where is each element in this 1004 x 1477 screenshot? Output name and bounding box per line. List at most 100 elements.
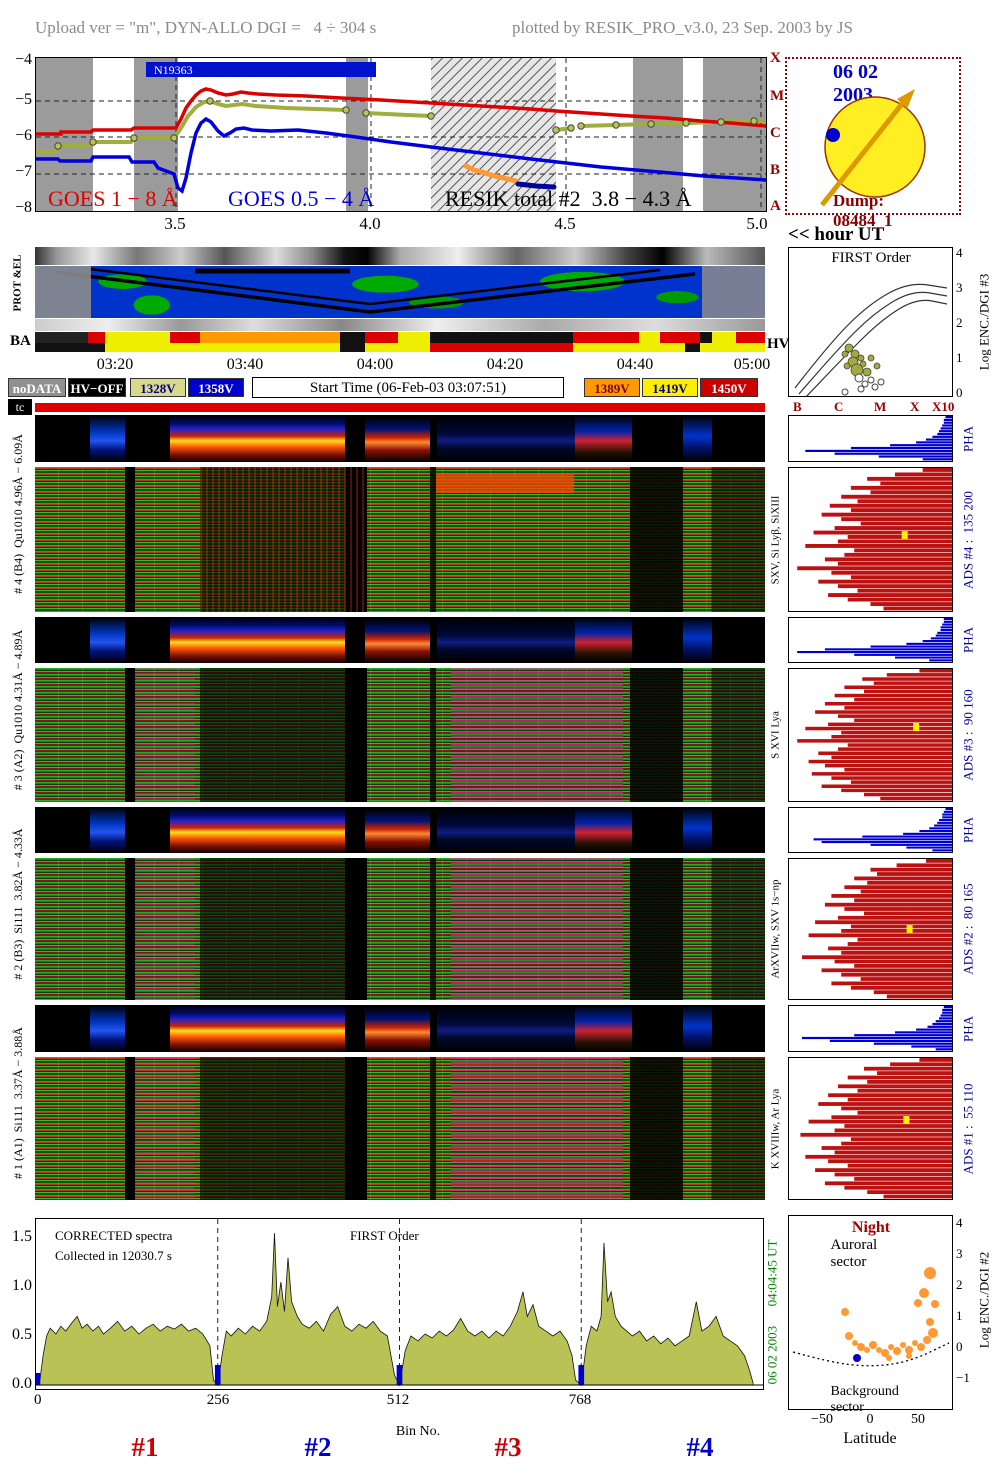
- corrected-spectrum-chart: [36, 1219, 763, 1389]
- goes-flux-chart: N19363: [34, 58, 768, 211]
- time-tick: 05:00: [733, 356, 771, 373]
- tc-segment: [575, 415, 633, 462]
- tc-segment: [437, 617, 576, 663]
- proton-electron-strip: [35, 247, 765, 265]
- ads-label-1: ADS #1 : 55 110: [960, 1083, 976, 1174]
- first-order-scatter-chart: [794, 283, 948, 396]
- tc-segment: [89, 617, 125, 663]
- hist-ads-panel: [788, 858, 953, 1000]
- goes-class-b: B: [770, 162, 781, 178]
- prot-el-label: PROT &EL: [11, 254, 24, 312]
- first-order-title: FIRST Order: [831, 250, 911, 266]
- aurora-xtick: 0: [866, 1412, 874, 1427]
- spectrum-title: CORRECTED spectra: [55, 1228, 173, 1243]
- spectrum-ytick: 1.0: [12, 1277, 32, 1294]
- fo-ylabel: Log ENC./DGI #3: [976, 273, 992, 371]
- secondary-telemetry-strip: [35, 319, 765, 331]
- tc-segment: [575, 1005, 633, 1052]
- aurora-xtick: −50: [811, 1412, 833, 1427]
- corrected-spectrum-plot: [35, 1218, 764, 1390]
- spectrum-side-timestamp: 06 02 2003 04:04:45 UT: [764, 1239, 780, 1385]
- goes-ytick: −4: [14, 51, 32, 68]
- spectrum-order-label: FIRST Order: [350, 1228, 419, 1243]
- tc-segment: [437, 415, 576, 462]
- hist-ads-panel: [788, 668, 953, 802]
- aurora-ytick: −1: [956, 1370, 970, 1385]
- fo-ytick: 0: [956, 385, 963, 400]
- aurora-xlabel: Latitude: [843, 1430, 897, 1447]
- ba-row: [35, 343, 765, 352]
- tc-spectrogram-3: [35, 617, 765, 663]
- tc-segment: [89, 1005, 125, 1052]
- ads-label-4: ADS #4 : 135 200: [960, 490, 976, 589]
- aurora-scatter-chart: [792, 1267, 950, 1367]
- spectrum-ytick: 1.5: [12, 1228, 32, 1245]
- goes-ytick: −6: [14, 127, 32, 144]
- goes-xtick: 3.5: [164, 214, 186, 233]
- goes-ytick: −5: [14, 91, 32, 108]
- chip-nodata: noDATA: [8, 378, 66, 397]
- time-tick: 04:20: [486, 356, 524, 373]
- fo-xtick-x: X: [910, 399, 920, 414]
- ba-hv-state-bar: [35, 332, 765, 352]
- spectrum-xlabel: Bin No.: [395, 1424, 441, 1439]
- fo-ytick: 3: [956, 280, 963, 295]
- orbit-track-overlay: [35, 266, 765, 318]
- sun-dump-panel: 06 02 2003 Dump: 08484_1: [785, 57, 961, 230]
- time-tick: 04:40: [616, 356, 654, 373]
- hour-ut-label: << hour UT: [788, 224, 885, 245]
- auroral-sector-label: Auroral sector: [830, 1237, 878, 1270]
- tc-segment: [170, 617, 346, 663]
- tc-segment: [89, 807, 125, 853]
- fo-xtick-b: B: [793, 399, 802, 414]
- resik-total-legend: RESIK total #2 3.8 − 4.3 Å: [445, 186, 692, 211]
- goes-class-a: A: [770, 198, 781, 214]
- time-tick: 03:40: [226, 356, 264, 373]
- tc-segment: [364, 415, 430, 462]
- tc-segment: [170, 1005, 346, 1052]
- panel-label-4: # 4 (B4) Qu1010 4.96Å − 6.09Å: [11, 433, 25, 594]
- fo-xtick-x10: X10: [932, 399, 955, 414]
- fo-ytick: 1: [956, 350, 963, 365]
- spectrogram-channel-1: [35, 1057, 765, 1200]
- channel-label-1: #1: [131, 1432, 159, 1462]
- hist-ads-panel: [788, 467, 953, 612]
- tc-segment: [683, 807, 713, 853]
- panel-label-1: # 1 (A1) Si111 3.37Å − 3.88Å: [11, 1026, 25, 1179]
- fo-xtick-m: M: [874, 399, 887, 414]
- tc-segment: [364, 807, 430, 853]
- sun-disk-drawing: [820, 89, 926, 207]
- pha-label-2: PHA: [960, 816, 976, 844]
- spectrogram-channel-4: [35, 467, 765, 612]
- goes-xtick: 5.0: [746, 214, 768, 233]
- hv-label: HV: [767, 336, 790, 352]
- chip-hv-off: HV−OFF: [68, 378, 126, 397]
- hist-pha-panel: [788, 617, 953, 663]
- ads-label-2: ADS #2 : 80 165: [960, 883, 976, 975]
- aurora-ytick: 1: [956, 1308, 963, 1323]
- background-sector-label: Background sector: [830, 1384, 899, 1415]
- spectrum-xtick: 256: [206, 1392, 230, 1408]
- tc-segment: [575, 807, 633, 853]
- start-time-box: Start Time (06-Feb-03 03:07:51): [252, 377, 564, 398]
- hist-pha-panel: [788, 807, 953, 853]
- tc-chip: tc: [8, 399, 32, 415]
- tc-segment: [683, 617, 713, 663]
- panel-label-2: # 2 (B3) Si111 3.82Å − 4.33Å: [11, 827, 25, 980]
- tc-spectrogram-4: [35, 415, 765, 462]
- tc-segment: [575, 617, 633, 663]
- chip-1358v: 1358V: [188, 378, 244, 397]
- goes-class-c: C: [770, 125, 781, 141]
- aurora-ytick: 3: [956, 1246, 963, 1261]
- spectrum-xtick: 512: [386, 1392, 410, 1408]
- chip-1419v: 1419V: [642, 378, 698, 397]
- species-label-3: S XVI Lya: [769, 711, 782, 759]
- pha-label-1: PHA: [960, 1015, 976, 1042]
- ba-label: BA: [10, 333, 31, 349]
- aurora-ytick: 2: [956, 1277, 963, 1292]
- time-tick: 03:20: [96, 356, 134, 373]
- hist-ads-panel: [788, 1057, 953, 1200]
- goes-flux-plot: N19363: [34, 57, 768, 212]
- tc-segment: [364, 617, 430, 663]
